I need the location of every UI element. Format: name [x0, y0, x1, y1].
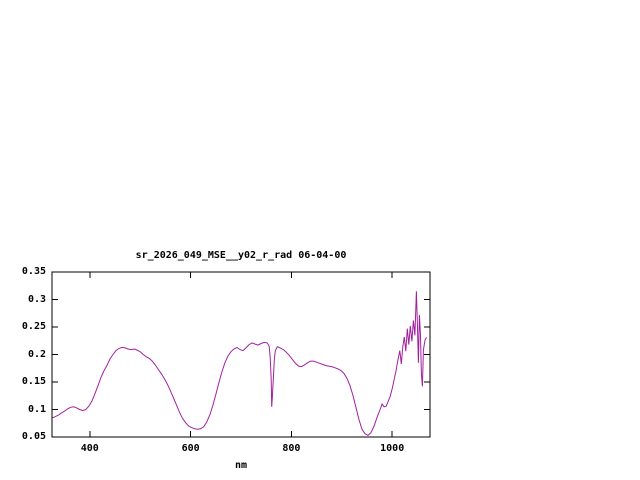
plot-border [51, 271, 431, 438]
x-tick-label: 600 [181, 443, 200, 454]
y-tick-label: 0.1 [27, 403, 46, 415]
y-tick-label: 0.15 [21, 376, 46, 387]
y-tick-label: 0.05 [21, 431, 46, 442]
y-tick-label: 0.3 [27, 293, 46, 305]
y-tick-label: 0.2 [27, 348, 46, 360]
x-tick-label: 1000 [380, 443, 405, 454]
y-tick-label: 0.35 [21, 266, 46, 277]
chart-title: sr_2026_049_MSE__y02_r_rad 06-04-00 [135, 250, 347, 261]
x-tick-label: 400 [80, 443, 99, 454]
spectral-curve [52, 291, 427, 437]
y-tick-label: 0.25 [21, 321, 46, 332]
x-axis-label: nm [234, 460, 248, 471]
x-tick-label: 800 [282, 443, 301, 454]
